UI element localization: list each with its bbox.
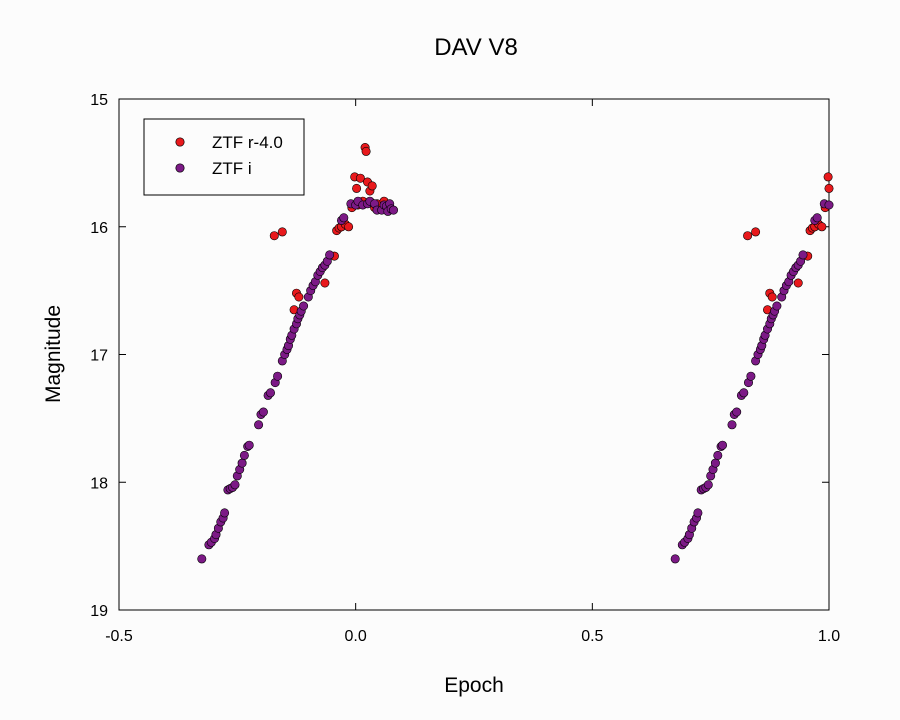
y-tick-label: 18 xyxy=(90,475,108,492)
data-point xyxy=(339,213,349,223)
data-point xyxy=(320,278,330,288)
data-point xyxy=(361,146,371,156)
data-point xyxy=(367,181,377,191)
data-point xyxy=(325,250,335,260)
data-point xyxy=(743,231,753,241)
data-point xyxy=(823,172,833,182)
y-tick-label: 19 xyxy=(90,603,108,620)
y-axis-label: Magnitude xyxy=(42,305,65,403)
data-point xyxy=(746,371,756,381)
legend-label-i: ZTF i xyxy=(212,159,252,178)
data-point xyxy=(258,407,268,417)
x-tick-label: -0.5 xyxy=(105,628,133,645)
data-point xyxy=(269,231,279,241)
data-point xyxy=(299,301,309,311)
data-point xyxy=(273,371,283,381)
data-point xyxy=(739,388,749,398)
data-point xyxy=(732,407,742,417)
data-point xyxy=(352,183,362,193)
data-point xyxy=(670,554,680,564)
data-point xyxy=(817,222,827,232)
series-ztf-i xyxy=(197,196,834,564)
legend: ZTF r-4.0 ZTF i xyxy=(143,118,305,196)
data-point xyxy=(772,301,782,311)
data-point xyxy=(254,420,264,430)
x-tick-label: 0.5 xyxy=(581,628,603,645)
series-ztf-r xyxy=(269,143,834,315)
data-point xyxy=(798,250,808,260)
data-point xyxy=(717,440,727,450)
data-point xyxy=(197,554,207,564)
data-point xyxy=(355,173,365,183)
data-point xyxy=(277,227,287,237)
y-tick-label: 16 xyxy=(90,220,108,237)
data-point xyxy=(713,450,723,460)
data-point xyxy=(220,508,230,518)
x-axis-label: Epoch xyxy=(444,674,504,697)
y-tick-label: 15 xyxy=(90,92,108,109)
data-point xyxy=(767,292,777,302)
legend-label-r: ZTF r-4.0 xyxy=(212,133,283,152)
y-tick-label: 17 xyxy=(90,348,108,365)
legend-marker-i xyxy=(175,163,185,173)
data-point xyxy=(244,440,254,450)
data-point xyxy=(751,227,761,237)
data-point xyxy=(824,200,834,210)
data-points xyxy=(197,143,834,564)
data-point xyxy=(294,292,304,302)
data-point xyxy=(824,183,834,193)
data-point xyxy=(388,205,398,215)
data-point xyxy=(237,458,247,468)
data-point xyxy=(239,450,249,460)
data-point xyxy=(727,420,737,430)
data-point xyxy=(793,278,803,288)
data-point xyxy=(265,388,275,398)
x-tick-label: 0.0 xyxy=(345,628,367,645)
data-point xyxy=(230,480,240,490)
data-point xyxy=(812,213,822,223)
legend-box xyxy=(143,118,305,196)
data-point xyxy=(344,222,354,232)
chart-title: DAV V8 xyxy=(434,34,518,61)
axis-tick-labels: -0.5 0.0 0.5 1.0 15 16 17 18 19 xyxy=(90,92,840,645)
data-point xyxy=(703,480,713,490)
data-point xyxy=(710,458,720,468)
legend-marker-r xyxy=(175,137,185,147)
data-point xyxy=(693,508,703,518)
x-tick-label: 1.0 xyxy=(818,628,840,645)
